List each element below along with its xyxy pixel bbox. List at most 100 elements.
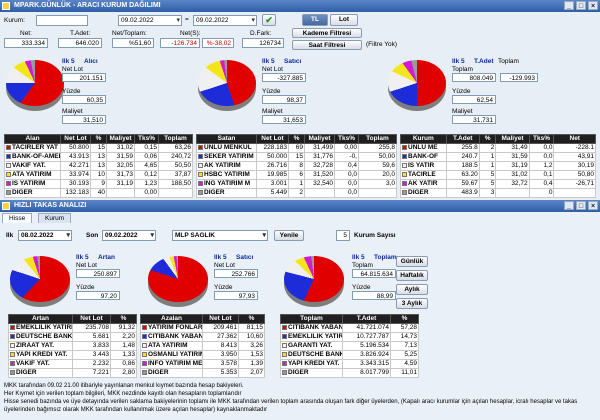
- row-name-cell: YAPI KREDI YAT.: [8, 350, 73, 360]
- close-button[interactable]: ×: [588, 1, 598, 10]
- column-header[interactable]: %: [390, 314, 419, 324]
- column-header[interactable]: Tks%: [528, 134, 555, 144]
- color-swatch: [142, 324, 147, 330]
- row-name: ING YATIRIM M: [204, 180, 251, 188]
- table-row[interactable]: YAPI KREDI YAT. 3.443 1,33: [8, 350, 137, 360]
- table-row[interactable]: BANK-OF-AMERI 43.913 13 31,59 0,06 240,72: [4, 152, 193, 162]
- table-row[interactable]: AK YATIRIM 26.716 8 32,728 0,4 59,6: [196, 161, 397, 171]
- column-header[interactable]: Toplam: [280, 314, 343, 324]
- column-header[interactable]: Net Lot: [202, 314, 239, 324]
- column-header[interactable]: %: [478, 134, 497, 144]
- table-row[interactable]: INFO YATIRIM MEN 3.578 1,39: [140, 359, 265, 369]
- table-row[interactable]: DIGER 5.449 2 0,0: [196, 188, 397, 198]
- column-header[interactable]: Net Lot: [72, 314, 111, 324]
- column-header[interactable]: %: [238, 314, 265, 324]
- table-row[interactable]: HSBC YATIRIM 19.985 6 31,520 0,0 20,0: [196, 170, 397, 180]
- table-row[interactable]: BANK-OF 240.7 1 31,59 0,0 43,91: [400, 152, 596, 162]
- row-name-cell: UNLU ME: [400, 143, 447, 153]
- column-header[interactable]: Net Lot: [256, 134, 289, 144]
- row-name-cell: AK YATIRIM: [196, 161, 257, 171]
- alan-table: Alan Net Lot% Maliyet Tks% Toplam TACIRLER YA…: [4, 134, 193, 198]
- column-header[interactable]: Maliyet: [495, 134, 530, 144]
- 3-aylik-button[interactable]: 3 Aylık: [396, 298, 428, 309]
- table-row[interactable]: ZIRAAT YAT. 3.833 1,48: [8, 341, 137, 351]
- apply-check-button[interactable]: ✔: [262, 14, 276, 26]
- table-row[interactable]: TACIRLE 63.20 5 31,02 0,1 50,80: [400, 170, 596, 180]
- gunluk-button[interactable]: Günlük: [396, 256, 428, 267]
- tab-hisse[interactable]: Hisse: [2, 213, 33, 223]
- column-header[interactable]: %: [110, 314, 137, 324]
- table-row[interactable]: DIGER 8.017.799 11,01: [280, 368, 419, 378]
- table-row[interactable]: UNLU ME 255.8 2 31,49 0,0 -228.1: [400, 143, 596, 153]
- table-row[interactable]: SEKER YATIRIM 50.000 15 31,776 -0, 50,00: [196, 152, 397, 162]
- aylik-button[interactable]: Aylık: [396, 284, 428, 295]
- column-header[interactable]: Toplam: [158, 134, 193, 144]
- table-row[interactable]: YATIRIM FONLARI 209.461 81,15: [140, 323, 265, 333]
- table-row[interactable]: DIGER 7.221 2,80: [8, 368, 137, 378]
- table-row[interactable]: DIGER 132.183 40 0,00: [4, 188, 193, 198]
- table-row[interactable]: GARANTI YAT. 5.196.534 7,13: [280, 341, 419, 351]
- column-header[interactable]: Alan: [4, 134, 61, 144]
- column-header[interactable]: Maliyet: [106, 134, 135, 144]
- table-row[interactable]: EMEKLILIK YATIRI 235.708 91,32: [8, 323, 137, 333]
- column-header[interactable]: Tks%: [334, 134, 359, 144]
- ilk-date-picker[interactable]: 08.02.2022: [18, 230, 72, 241]
- table-row[interactable]: UNLU MENKUL 228.183 69 31,499 0,00 255,8: [196, 143, 397, 153]
- color-swatch: [282, 342, 287, 348]
- table-row[interactable]: OSMANLI YATIRIM 3.950 1,53: [140, 350, 265, 360]
- column-header[interactable]: Net Lot: [60, 134, 91, 144]
- column-header[interactable]: Toplam: [358, 134, 397, 144]
- row-name: EMEKLILIK YATIRI: [288, 333, 343, 341]
- stock-select[interactable]: MLP SAGLIK: [172, 230, 268, 241]
- table-row[interactable]: VAKIF YAT. 2.232 0,86: [8, 359, 137, 369]
- table-row[interactable]: VAKIF YAT. 42.271 13 32,05 4,65 50,50: [4, 161, 193, 171]
- kurum-count-input[interactable]: 5: [336, 230, 350, 241]
- haftalik-button[interactable]: Haftalık: [396, 270, 428, 281]
- column-header[interactable]: Kurum: [400, 134, 447, 144]
- table-row[interactable]: IS YATIR 188.5 1 31,19 1,2 30,19: [400, 161, 596, 171]
- table-row[interactable]: IS YATIRIM 30.193 9 31,19 1,23 188,50: [4, 179, 193, 189]
- table-row[interactable]: AK YATIR 59.67 5 32,72 0,4 -26,71: [400, 179, 596, 189]
- column-header[interactable]: Satan: [196, 134, 257, 144]
- table-row[interactable]: EMEKLILIK YATIRI 10.727.787 14,73: [280, 332, 419, 342]
- column-header[interactable]: Azalan: [140, 314, 203, 324]
- yenile-button[interactable]: Yenile: [274, 230, 304, 241]
- son-date-picker[interactable]: 09.02.2022: [102, 230, 156, 241]
- table-row[interactable]: TACIRLER YAT 50.800 15 31,02 0,15 63,26: [4, 143, 193, 153]
- column-header[interactable]: T.Adet: [342, 314, 391, 324]
- column-header[interactable]: Artan: [8, 314, 73, 324]
- table-row[interactable]: DIGER 5.353 2,07: [140, 368, 265, 378]
- tl-toggle-button[interactable]: TL: [302, 14, 328, 26]
- table-row[interactable]: YAPI KREDI YAT. 3.343.315 4,59: [280, 359, 419, 369]
- column-header[interactable]: Net: [553, 134, 596, 144]
- maximize-button[interactable]: □: [576, 1, 586, 10]
- saat-filter-button[interactable]: Saat Filtresi: [292, 40, 362, 50]
- kurum-input[interactable]: [36, 15, 88, 26]
- row-cell-c4: 0,4: [334, 161, 359, 171]
- maximize-button[interactable]: □: [576, 201, 586, 210]
- table-row[interactable]: ING YATIRIM M 3.001 1 32,540 0,0 3,0: [196, 179, 397, 189]
- date-from-picker[interactable]: 09.02.2022: [118, 15, 182, 26]
- table-row[interactable]: ATA YATIRIM 33.974 10 31,73 0,12 37,87: [4, 170, 193, 180]
- table-row[interactable]: DIGER 483.9 3 0: [400, 188, 596, 198]
- kademe-filter-button[interactable]: Kademe Filtresi: [292, 28, 362, 38]
- row-name: IS YATIRIM: [12, 180, 46, 188]
- tab-kurum[interactable]: Kurum: [38, 213, 72, 223]
- takas-titlebar: HIZLI TAKAS ANALIZI _ □ ×: [0, 200, 600, 212]
- column-header[interactable]: %: [288, 134, 305, 144]
- column-header[interactable]: %: [90, 134, 107, 144]
- column-header[interactable]: Tks%: [134, 134, 159, 144]
- table-row[interactable]: ATA YATIRIM 8.413 3,26: [140, 341, 265, 351]
- close-button[interactable]: ×: [588, 201, 598, 210]
- column-header[interactable]: T.Adet: [445, 134, 480, 144]
- minimize-button[interactable]: _: [564, 1, 574, 10]
- date-to-picker[interactable]: 09.02.2022: [193, 15, 257, 26]
- lot-toggle-button[interactable]: Lot: [330, 14, 358, 26]
- row-cell-c1: 5.449: [256, 188, 289, 198]
- column-header[interactable]: Maliyet: [304, 134, 335, 144]
- minimize-button[interactable]: _: [564, 201, 574, 210]
